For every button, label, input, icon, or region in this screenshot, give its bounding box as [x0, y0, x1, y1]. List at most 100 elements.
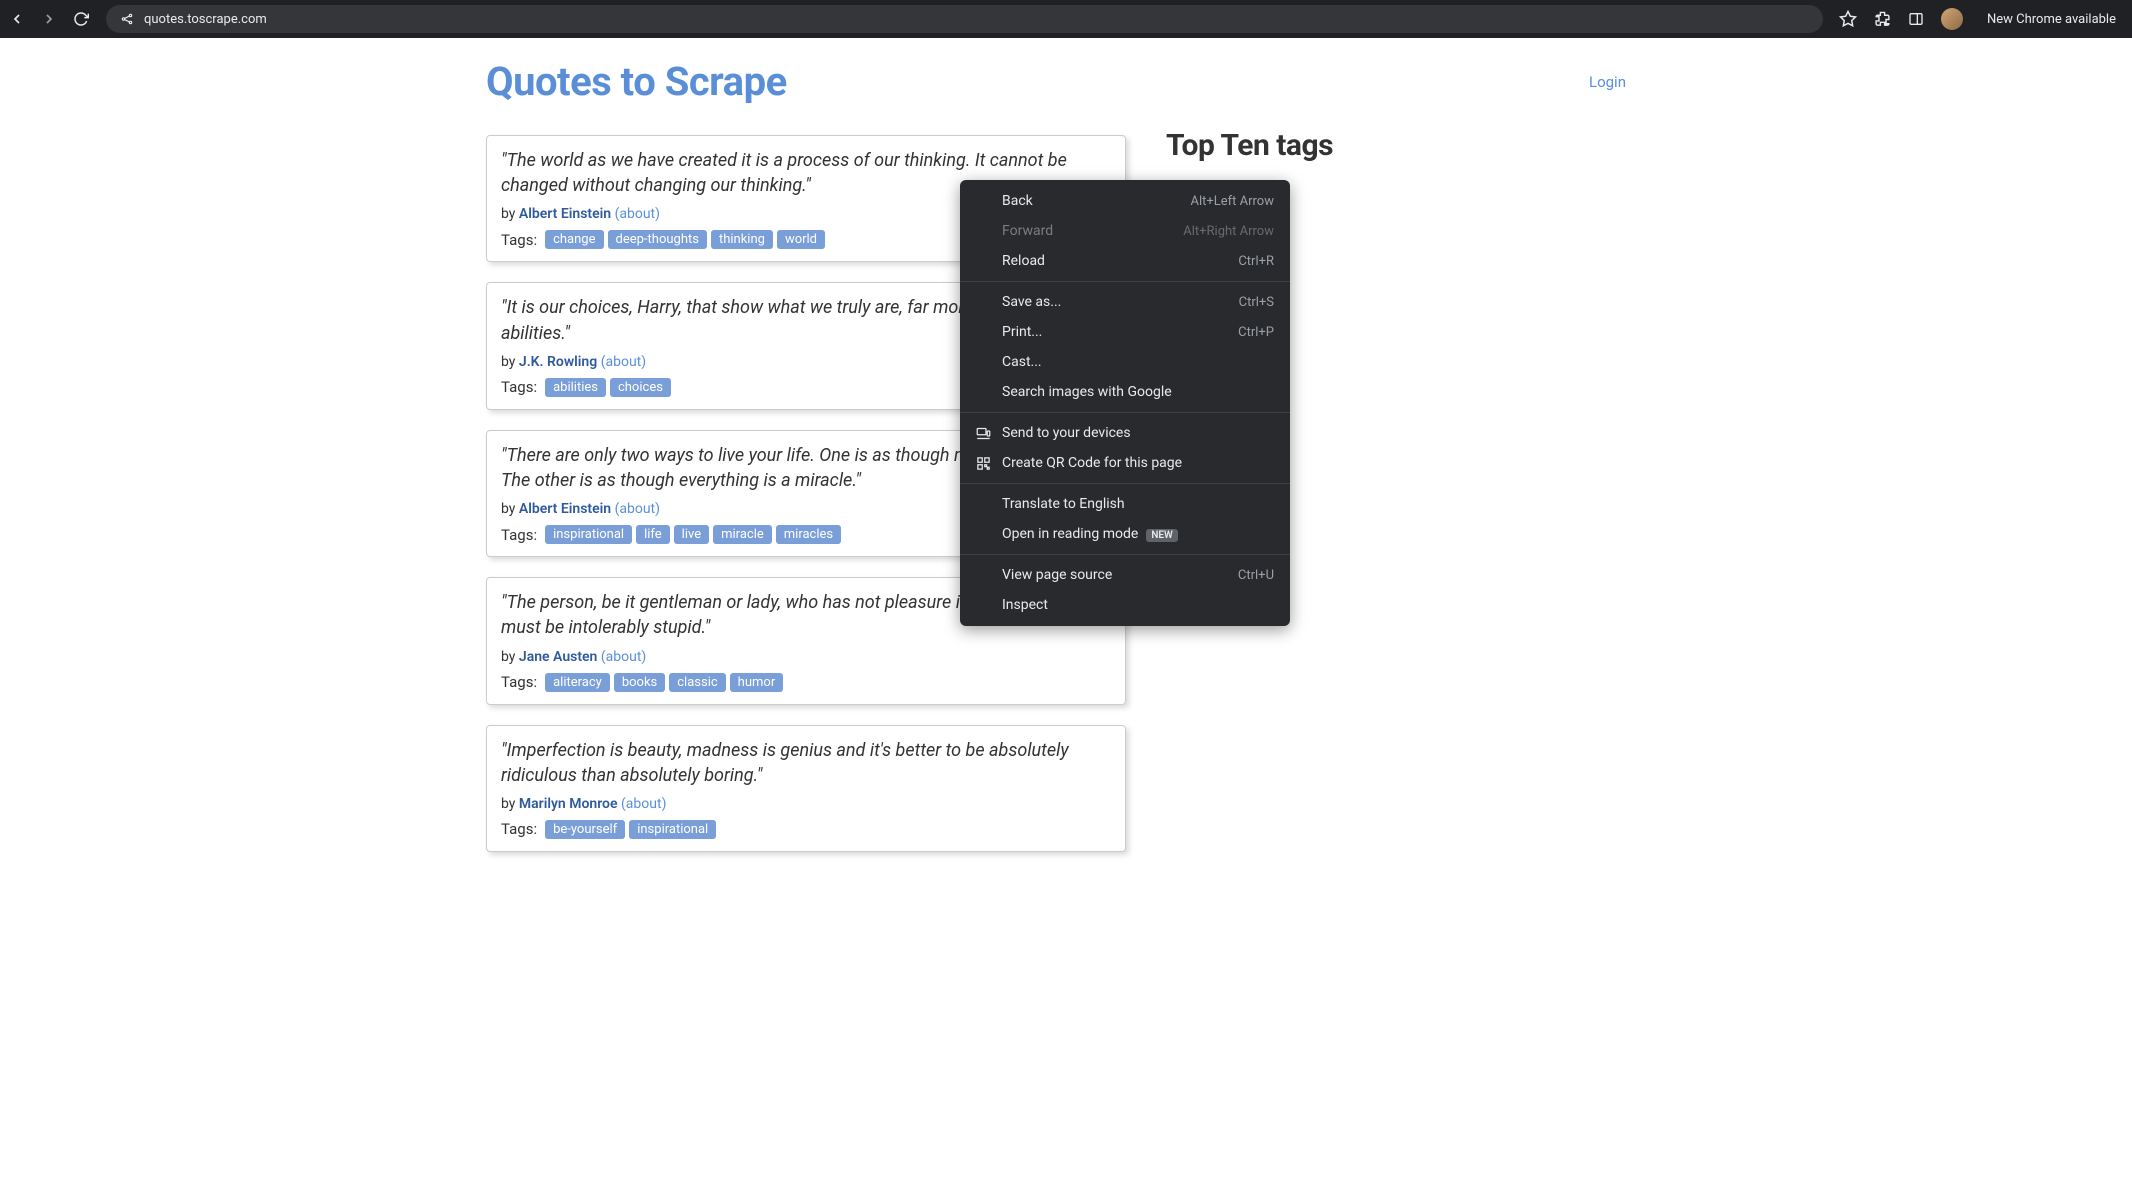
tags-line: Tags: be-yourselfinspirational	[501, 820, 1111, 839]
menu-item-label: Inspect	[1002, 597, 1048, 613]
menu-shortcut: Alt+Right Arrow	[1183, 224, 1274, 239]
forward-button[interactable]	[40, 10, 58, 28]
by-label: by	[501, 206, 519, 222]
tags-label: Tags:	[501, 526, 537, 544]
menu-item-translate-to-english[interactable]: Translate to English	[960, 489, 1290, 519]
tag-link[interactable]: classic	[669, 673, 725, 692]
menu-item-label: Reload	[1002, 253, 1045, 269]
quote-box: "Imperfection is beauty, madness is geni…	[486, 725, 1126, 852]
tag-link[interactable]: thinking	[711, 230, 773, 249]
tag-link[interactable]: books	[614, 673, 665, 692]
site-info-icon[interactable]	[118, 10, 136, 28]
menu-item-inspect[interactable]: Inspect	[960, 590, 1290, 620]
author-link[interactable]: Albert Einstein	[519, 206, 611, 222]
menu-item-label: Create QR Code for this page	[1002, 455, 1182, 471]
tag-link[interactable]: humor	[730, 673, 784, 692]
qr-icon	[974, 454, 992, 472]
menu-item-open-in-reading-mode[interactable]: Open in reading modeNEW	[960, 519, 1290, 549]
tags-label: Tags:	[501, 378, 537, 396]
quote-author-line: by Jane Austen (about)	[501, 649, 1111, 665]
browser-toolbar: quotes.toscrape.com New Chrome available	[0, 0, 2132, 38]
about-link[interactable]: (about)	[615, 501, 660, 517]
devices-icon	[974, 424, 992, 442]
by-label: by	[501, 649, 519, 665]
address-bar[interactable]: quotes.toscrape.com	[106, 5, 1823, 33]
side-panel-icon[interactable]	[1907, 10, 1925, 28]
author-link[interactable]: Marilyn Monroe	[519, 796, 618, 812]
tag-link[interactable]: abilities	[545, 378, 606, 397]
menu-separator	[960, 412, 1290, 413]
author-link[interactable]: J.K. Rowling	[519, 354, 597, 370]
reload-button[interactable]	[72, 10, 90, 28]
menu-item-save-as[interactable]: Save as... Ctrl+S	[960, 287, 1290, 317]
menu-shortcut: Ctrl+S	[1239, 295, 1274, 310]
menu-item-label: Save as...	[1002, 294, 1061, 310]
tags-label: Tags:	[501, 231, 537, 249]
about-link[interactable]: (about)	[615, 206, 660, 222]
back-button[interactable]	[8, 10, 26, 28]
quote-author-line: by Marilyn Monroe (about)	[501, 796, 1111, 812]
tag-link[interactable]: aliteracy	[545, 673, 610, 692]
menu-item-label: Print...	[1002, 324, 1042, 340]
tag-link[interactable]: inspirational	[629, 820, 716, 839]
tag-link[interactable]: world	[777, 230, 825, 249]
menu-item-search-images-with-google[interactable]: Search images with Google	[960, 377, 1290, 407]
menu-item-label: Search images with Google	[1002, 384, 1172, 400]
tag-link[interactable]: change	[545, 230, 603, 249]
by-label: by	[501, 501, 519, 517]
about-link[interactable]: (about)	[601, 649, 646, 665]
menu-item-label: Open in reading modeNEW	[1002, 526, 1178, 542]
menu-item-view-page-source[interactable]: View page source Ctrl+U	[960, 560, 1290, 590]
by-label: by	[501, 796, 519, 812]
menu-item-label: Forward	[1002, 223, 1053, 239]
menu-shortcut: Alt+Left Arrow	[1190, 194, 1274, 209]
menu-item-label: Back	[1002, 193, 1033, 209]
browser-right-controls: New Chrome available	[1839, 8, 2124, 30]
context-menu: Back Alt+Left Arrow Forward Alt+Right Arrow…	[960, 180, 1290, 626]
menu-item-label: Cast...	[1002, 354, 1042, 370]
about-link[interactable]: (about)	[621, 796, 666, 812]
extensions-icon[interactable]	[1873, 10, 1891, 28]
tag-link[interactable]: be-yourself	[545, 820, 625, 839]
menu-item-cast[interactable]: Cast...	[960, 347, 1290, 377]
menu-separator	[960, 483, 1290, 484]
menu-separator	[960, 281, 1290, 282]
menu-item-label: View page source	[1002, 567, 1112, 583]
chrome-update-banner[interactable]: New Chrome available	[1979, 12, 2116, 27]
menu-shortcut: Ctrl+P	[1238, 325, 1274, 340]
tag-link[interactable]: life	[636, 525, 670, 544]
menu-item-send-to-your-devices[interactable]: Send to your devices	[960, 418, 1290, 448]
login-link[interactable]: Login	[1589, 73, 1626, 91]
tag-link[interactable]: choices	[610, 378, 671, 397]
menu-item-print[interactable]: Print... Ctrl+P	[960, 317, 1290, 347]
tag-link[interactable]: inspirational	[545, 525, 632, 544]
profile-avatar[interactable]	[1941, 8, 1963, 30]
author-link[interactable]: Albert Einstein	[519, 501, 611, 517]
author-link[interactable]: Jane Austen	[519, 649, 598, 665]
top-tags-title: Top Ten tags	[1166, 128, 1646, 163]
new-badge: NEW	[1146, 529, 1178, 542]
page-title: Quotes to Scrape	[486, 58, 1126, 105]
by-label: by	[501, 354, 519, 370]
menu-separator	[960, 554, 1290, 555]
menu-item-label: Translate to English	[1002, 496, 1125, 512]
url-text: quotes.toscrape.com	[144, 12, 267, 27]
tags-label: Tags:	[501, 673, 537, 691]
nav-buttons	[8, 10, 90, 28]
menu-item-forward: Forward Alt+Right Arrow	[960, 216, 1290, 246]
tag-link[interactable]: deep-thoughts	[608, 230, 707, 249]
menu-shortcut: Ctrl+R	[1238, 254, 1274, 269]
menu-shortcut: Ctrl+U	[1238, 568, 1274, 583]
bookmark-icon[interactable]	[1839, 10, 1857, 28]
menu-item-create-qr-code-for-this-page[interactable]: Create QR Code for this page	[960, 448, 1290, 478]
tag-link[interactable]: miracle	[713, 525, 772, 544]
quote-text: "Imperfection is beauty, madness is geni…	[501, 738, 1111, 788]
tags-line: Tags: aliteracybooksclassic humor	[501, 673, 1111, 692]
menu-item-label: Send to your devices	[1002, 425, 1131, 441]
tag-link[interactable]: miracles	[776, 525, 841, 544]
menu-item-reload[interactable]: Reload Ctrl+R	[960, 246, 1290, 276]
about-link[interactable]: (about)	[601, 354, 646, 370]
menu-item-back[interactable]: Back Alt+Left Arrow	[960, 186, 1290, 216]
tag-link[interactable]: live	[674, 525, 709, 544]
tags-label: Tags:	[501, 820, 537, 838]
